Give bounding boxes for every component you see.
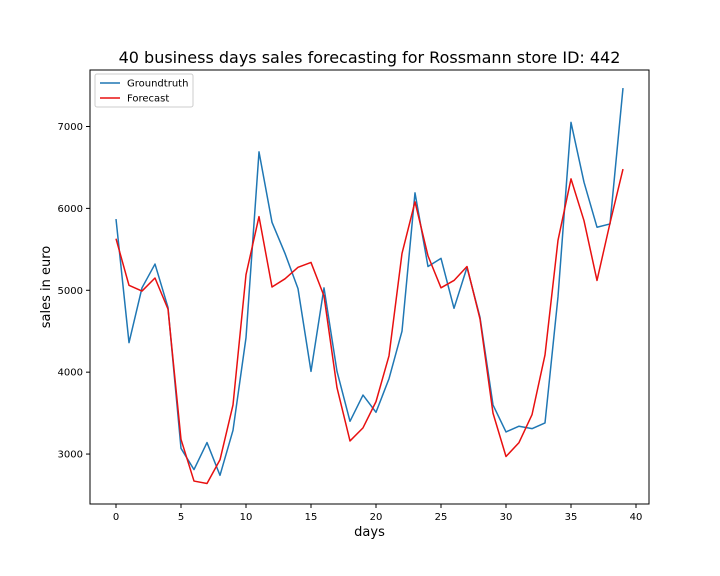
x-tick-label: 10 [240, 512, 253, 523]
legend-label: Groundtruth [127, 79, 188, 90]
x-tick-label: 5 [178, 512, 184, 523]
x-axis: 0 5 10 15 20 25 30 35 40 [113, 504, 643, 523]
x-tick-label: 30 [500, 512, 513, 523]
y-tick-label: 3000 [58, 450, 83, 461]
legend: Groundtruth Forecast [94, 73, 194, 108]
y-tick-label: 6000 [58, 204, 83, 215]
series-layer [115, 87, 624, 485]
x-axis-label: days [354, 525, 385, 540]
series-line-groundtruth [115, 87, 624, 477]
x-tick-label: 15 [305, 512, 318, 523]
x-tick-label: 35 [565, 512, 578, 523]
legend-label: Forecast [127, 94, 169, 105]
y-axis-label: sales in euro [39, 246, 54, 329]
y-tick-label: 7000 [58, 122, 83, 133]
chart-title: 40 business days sales forecasting for R… [119, 48, 621, 67]
y-axis: 3000 4000 5000 6000 7000 [58, 122, 90, 461]
series-line-forecast [115, 168, 624, 485]
x-tick-label: 40 [630, 512, 643, 523]
x-tick-label: 25 [435, 512, 448, 523]
x-tick-label: 20 [370, 512, 383, 523]
y-tick-label: 5000 [58, 286, 83, 297]
plot-area: 0 5 10 15 20 25 30 35 40 3000 4000 5000 6000 7000 [58, 69, 650, 523]
y-tick-label: 4000 [58, 368, 83, 379]
plot-frame [89, 69, 650, 505]
x-tick-label: 0 [113, 512, 119, 523]
